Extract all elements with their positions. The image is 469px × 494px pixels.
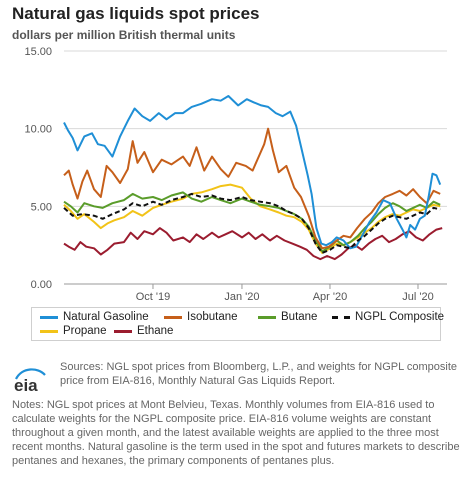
legend-item-propane: Propane [40, 325, 106, 337]
eia-logo-text: eia [14, 376, 38, 395]
series-lines [63, 95, 443, 261]
chart-area: 0.00 5.00 10.00 15.00 Oct '19 Jan '20 Apr '20… [24, 46, 447, 303]
chart-subtitle: dollars per million British thermal unit… [12, 28, 236, 42]
grid-lines [64, 50, 447, 285]
legend-swatch-isobutane [164, 315, 182, 319]
sources-note: Sources: NGL spot prices from Bloomberg,… [60, 361, 457, 387]
series-line-natural-gasoline [63, 95, 442, 250]
x-axis-ticks: Oct '19 Jan '20 Apr '20 Jul '20 [136, 284, 434, 303]
x-tick-label: Apr '20 [313, 291, 348, 303]
notes-text: Notes: NGL spot prices at Mont Belvieu, … [12, 399, 460, 467]
series-line-ngpl-composite [63, 192, 441, 254]
legend-swatch-ngpl-composite [332, 315, 350, 319]
legend-label-natural-gasoline: Natural Gasoline [63, 311, 149, 323]
x-tick-label: Jul '20 [402, 291, 433, 303]
legend-swatch-ethane [114, 329, 132, 333]
series-line-ethane [63, 227, 443, 261]
legend-swatch-propane [40, 329, 58, 333]
x-tick-label: Oct '19 [136, 291, 171, 303]
legend-item-isobutane: Isobutane [164, 311, 238, 323]
y-tick-label: 10.00 [24, 124, 52, 136]
series-line-propane [63, 183, 441, 254]
legend-label-ngpl-composite: NGPL Composite [355, 311, 445, 323]
x-tick-label: Jan '20 [224, 291, 259, 303]
legend-label-ethane: Ethane [137, 325, 174, 337]
chart-title: Natural gas liquids spot prices [12, 4, 260, 23]
chart-legend: Natural Gasoline Isobutane Butane NGPL C… [31, 307, 444, 341]
y-tick-label: 5.00 [31, 201, 52, 213]
y-axis-ticks: 0.00 5.00 10.00 15.00 [24, 46, 52, 291]
legend-label-butane: Butane [281, 311, 318, 323]
legend-item-natural-gasoline: Natural Gasoline [40, 311, 149, 323]
legend-swatch-butane [258, 315, 276, 319]
y-tick-label: 0.00 [31, 279, 52, 291]
legend-item-ngpl-composite: NGPL Composite [332, 311, 444, 323]
eia-logo: eia [14, 368, 46, 395]
eia-logo-arc [15, 368, 46, 380]
series-line-isobutane [63, 127, 441, 250]
series-line-butane [63, 191, 441, 253]
legend-item-butane: Butane [258, 311, 317, 323]
legend-item-ethane: Ethane [114, 325, 173, 337]
y-tick-label: 15.00 [24, 46, 52, 58]
legend-swatch-natural-gasoline [40, 315, 58, 319]
legend-label-isobutane: Isobutane [187, 311, 238, 323]
legend-label-propane: Propane [63, 325, 107, 337]
